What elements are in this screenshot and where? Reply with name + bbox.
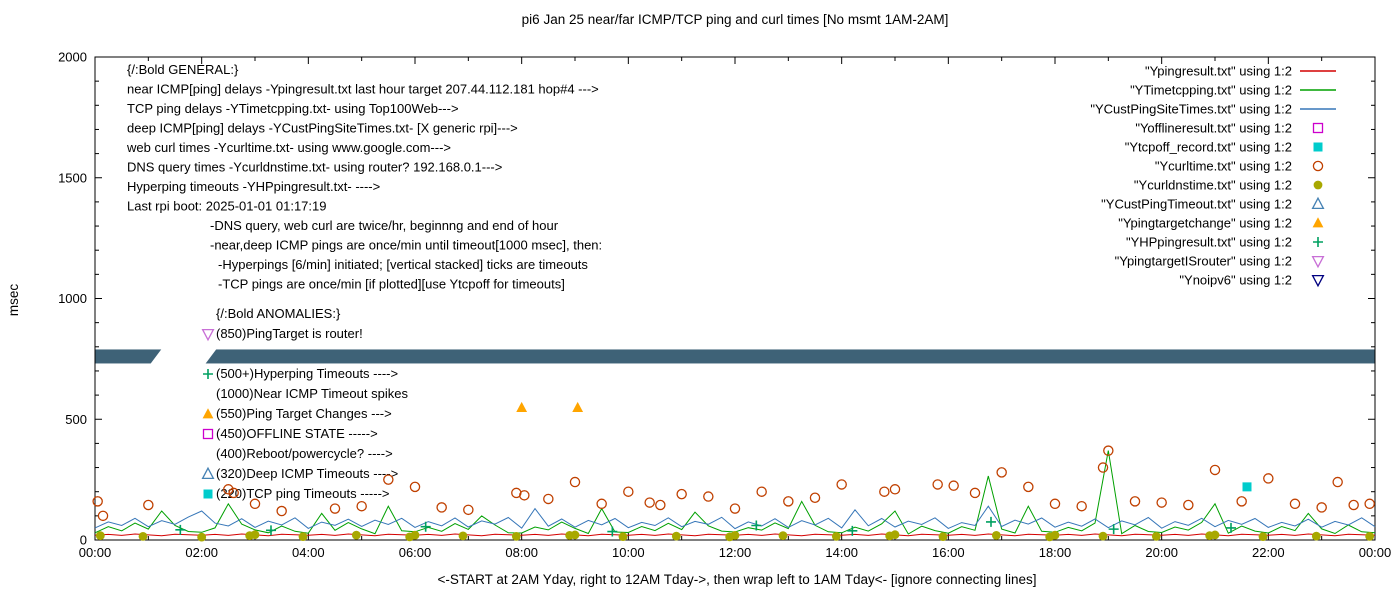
anomaly-line: (1000)Near ICMP Timeout spikes xyxy=(216,386,408,401)
general-line: web curl times -Ycurltime.txt- using www… xyxy=(126,140,451,155)
general-line: DNS query times -Ycurldnstime.txt- using… xyxy=(127,160,502,175)
legend-label: "Ytcpoff_record.txt" using 1:2 xyxy=(1125,140,1292,155)
y-tick-label: 1000 xyxy=(58,291,87,306)
general-line: Hyperping timeouts -YHPpingresult.txt- -… xyxy=(127,179,380,194)
legend-label: "Ypingtargetchange" using 1:2 xyxy=(1118,216,1292,231)
timeout-band xyxy=(95,348,1375,365)
legend-label: "Yofflineresult.txt" using 1:2 xyxy=(1135,121,1292,136)
x-tick-label: 18:00 xyxy=(1039,545,1072,560)
x-tick-label: 10:00 xyxy=(612,545,645,560)
chart-title: pi6 Jan 25 near/far ICMP/TCP ping and cu… xyxy=(522,12,949,27)
legend: "Ypingresult.txt" using 1:2 "YTimetcpping… xyxy=(1090,64,1336,288)
anomaly-line: (550)Ping Target Changes ---> xyxy=(216,406,392,421)
general-line: near ICMP[ping] delays -Ypingresult.txt … xyxy=(127,82,599,97)
axes: 00:00 02:00 04:00 06:00 08:00 10:00 12:00 14:00… xyxy=(58,50,1391,561)
general-line: -near,deep ICMP pings are once/min until… xyxy=(210,238,602,253)
anomaly-line: (400)Reboot/powercycle? ----> xyxy=(216,446,393,461)
series-YCustPingSiteTimes xyxy=(94,505,1376,530)
legend-label: "YpingtargetISrouter" using 1:2 xyxy=(1115,254,1292,269)
x-tick-label: 12:00 xyxy=(719,545,752,560)
x-tick-label: 00:00 xyxy=(1359,545,1392,560)
x-tick-label: 06:00 xyxy=(399,545,432,560)
anomaly-line: (450)OFFLINE STATE -----> xyxy=(216,426,378,441)
series-Ytcpoff_record xyxy=(1242,482,1252,492)
y-tick-label: 500 xyxy=(65,412,87,427)
x-tick-label: 08:00 xyxy=(505,545,538,560)
x-axis-label: <-START at 2AM Yday, right to 12AM Tday-… xyxy=(438,572,1037,587)
legend-label: "YCustPingSiteTimes.txt" using 1:2 xyxy=(1090,102,1292,117)
y-axis-label: msec xyxy=(6,284,21,317)
anomaly-line: (220)TCP ping Timeouts -----> xyxy=(216,486,390,501)
legend-label: "Ynoipv6" using 1:2 xyxy=(1179,273,1292,288)
annotation-general: {/:Bold GENERAL:} near ICMP[ping] delays … xyxy=(126,62,602,292)
legend-label: "Ycurltime.txt" using 1:2 xyxy=(1155,159,1292,174)
x-tick-label: 22:00 xyxy=(1252,545,1285,560)
x-tick-label: 04:00 xyxy=(292,545,325,560)
legend-label: "YHPpingresult.txt" using 1:2 xyxy=(1126,235,1292,250)
legend-label: "YTimetcpping.txt" using 1:2 xyxy=(1130,83,1292,98)
general-line: -DNS query, web curl are twice/hr, begin… xyxy=(210,218,559,233)
x-tick-label: 16:00 xyxy=(932,545,965,560)
anomaly-line: (320)Deep ICMP Timeouts ----> xyxy=(216,466,398,481)
general-line: Last rpi boot: 2025-01-01 01:17:19 xyxy=(127,199,326,214)
series-YHPpingresult xyxy=(175,516,1236,537)
series-Ycurldnstime xyxy=(95,530,1375,542)
y-tick-label: 0 xyxy=(80,533,87,548)
general-line: -TCP pings are once/min [if plotted][use… xyxy=(218,277,565,292)
x-tick-label: 02:00 xyxy=(185,545,218,560)
annotation-anomalies: {/:Bold ANOMALIES:} (850)PingTarget is ro… xyxy=(201,306,408,501)
x-tick-label: 14:00 xyxy=(825,545,858,560)
general-line: {/:Bold GENERAL:} xyxy=(127,62,239,77)
series-Ycurltime xyxy=(92,445,1375,522)
legend-label: "Ycurldnstime.txt" using 1:2 xyxy=(1134,178,1292,193)
general-line: deep ICMP[ping] delays -YCustPingSiteTim… xyxy=(127,121,518,136)
anomaly-line: (500+)Hyperping Timeouts ----> xyxy=(216,366,398,381)
y-tick-label: 1500 xyxy=(58,170,87,185)
y-tick-label: 2000 xyxy=(58,50,87,65)
series-Ypingtargetchange xyxy=(516,401,584,413)
anomaly-line: (850)PingTarget is router! xyxy=(216,326,363,341)
general-line: -Hyperpings [6/min] initiated; [vertical… xyxy=(218,257,588,272)
anomaly-line: {/:Bold ANOMALIES:} xyxy=(216,306,341,321)
general-line: TCP ping delays -YTimetcpping.txt- using… xyxy=(127,101,459,116)
x-tick-label: 20:00 xyxy=(1145,545,1178,560)
x-tick-label: 00:00 xyxy=(79,545,112,560)
legend-label: "YCustPingTimeout.txt" using 1:2 xyxy=(1101,197,1292,212)
legend-label: "Ypingresult.txt" using 1:2 xyxy=(1145,64,1292,79)
